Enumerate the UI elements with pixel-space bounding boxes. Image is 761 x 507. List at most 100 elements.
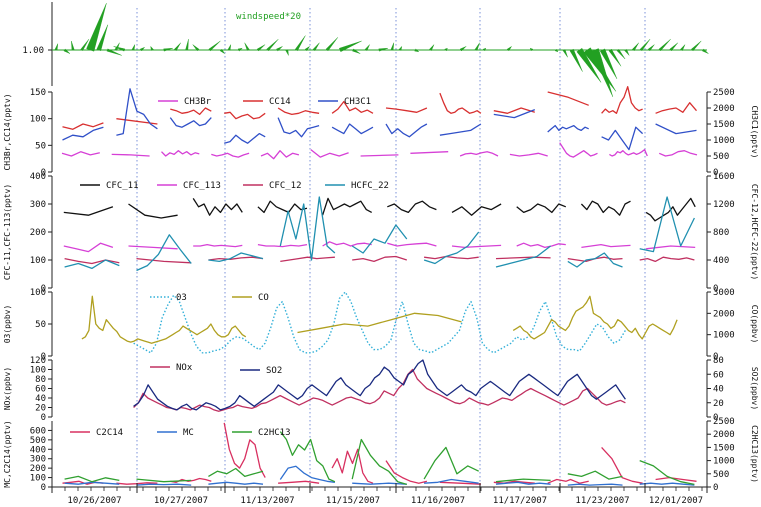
series-C2C14-segment (439, 481, 481, 485)
right-axis-label: SO2(ppbv) (750, 367, 759, 410)
series-CFC_113-segment (387, 242, 437, 247)
series-CO-segment (81, 295, 247, 344)
right-tick-label: 0 (713, 483, 718, 493)
legend-label-NOx: NOx (176, 363, 193, 373)
series-CH3Br-segment (609, 148, 648, 157)
series-C2HC13-segment (64, 475, 120, 483)
series-HCFC_22-segment (279, 196, 336, 261)
wind-barb (414, 48, 420, 53)
series-CFC_12-segment (280, 256, 335, 263)
wind-barb (599, 48, 618, 79)
series-CC14-segment (224, 111, 266, 120)
wind-barb (86, 3, 107, 52)
left-tick-label: 400 (30, 172, 46, 182)
left-tick-label: 150 (30, 88, 46, 98)
legend-label-C2HC13: C2HC13 (258, 428, 291, 438)
wind-barb (390, 42, 394, 51)
right-tick-label: 60 (713, 370, 724, 380)
series-C2C14-segment (547, 478, 589, 484)
wind-barb (219, 48, 225, 54)
series-CC14-segment (170, 107, 212, 116)
legend-label-CH3Br: CH3Br (184, 97, 212, 107)
wind-barb (63, 48, 71, 54)
left-tick-label: 0 (41, 284, 46, 294)
left-tick-label: 100 (30, 366, 46, 376)
wind-barb (185, 39, 189, 51)
series-MC-segment (495, 481, 551, 485)
series-CH3C1-segment (169, 117, 212, 128)
left-tick-label: 20 (35, 404, 46, 414)
series-CH3Br-segment (161, 150, 200, 157)
right-tick-label: 500 (713, 152, 729, 162)
series-CH3C1-segment (62, 126, 104, 141)
series-CC14-segment (385, 107, 428, 113)
series-CO-segment (297, 312, 462, 334)
wind-barb (80, 39, 90, 51)
series-C2C14-segment (493, 480, 535, 484)
series-C2C14-segment (331, 448, 374, 484)
series-CFC_11-segment (128, 203, 178, 219)
wind-label: windspeed*20 (236, 12, 301, 22)
right-tick-label: 0 (713, 284, 718, 294)
series-HCFC_22-segment (495, 245, 551, 268)
wind-barb (339, 40, 362, 53)
series-MC-segment (639, 482, 695, 486)
wind-barb (554, 48, 559, 53)
right-tick-label: 40 (713, 385, 724, 395)
right-tick-label: 1000 (713, 331, 735, 341)
wind-barb (325, 37, 338, 52)
series-CFC_11-segment (451, 203, 502, 216)
series-CC14-segment (655, 102, 697, 114)
wind-barb (647, 44, 655, 52)
right-tick-label: 0 (713, 352, 718, 362)
series-CFC_12-segment (495, 256, 551, 260)
series-CFC_113-segment (128, 245, 178, 250)
series-HCFC_22-segment (136, 234, 192, 272)
series-MC-segment (424, 478, 479, 484)
series-CH3C1-segment (385, 123, 428, 138)
series-C2HC13-segment (423, 446, 479, 480)
right-axis-label: C2HC13(pptv) (750, 425, 759, 483)
wind-barb (624, 49, 630, 56)
series-CH3C1-segment (331, 123, 374, 135)
wind-barb (113, 46, 126, 52)
wind-barb (71, 40, 75, 51)
wind-barb (482, 47, 487, 52)
wind-reference-label: 1.00 (22, 46, 44, 56)
date-label-5: 11/17/2007 (493, 496, 547, 506)
wind-barb (227, 44, 231, 51)
series-CC14-segment (277, 107, 320, 116)
left-tick-label: 40 (35, 394, 46, 404)
series-CFC_11-segment (580, 200, 631, 216)
wind-barb (163, 48, 173, 52)
series-CH3C1-segment (601, 126, 644, 151)
wind-barb (429, 44, 435, 51)
left-tick-label: 200 (30, 228, 46, 238)
right-tick-label: 2500 (713, 88, 735, 98)
day-separators (136, 8, 646, 486)
series-HCFC_22-segment (423, 231, 480, 265)
right-tick-label: 20 (713, 399, 724, 409)
series-CFC_11-segment (321, 197, 372, 216)
right-axis-label: CO(ppbv) (750, 305, 759, 344)
wind-barb (639, 39, 651, 52)
right-tick-label: 500 (713, 470, 729, 480)
series-MC-segment (567, 483, 623, 486)
series-CFC_113-segment (646, 245, 696, 250)
series-C2HC13-segment (136, 478, 192, 483)
wind-barb (139, 46, 146, 52)
legend-label-CC14: CC14 (269, 97, 291, 107)
series-CFC_11-segment (516, 203, 567, 214)
wind-barb (459, 46, 467, 52)
series-CFC_113-segment (581, 243, 631, 249)
series-CFC_12-segment (352, 255, 407, 263)
wind-barb (208, 40, 221, 52)
wind-barb (285, 49, 289, 56)
right-tick-label: 2500 (713, 417, 735, 427)
series-C2HC13-segment (351, 438, 407, 486)
series-HCFC_22-segment (567, 252, 623, 268)
wind-barb (266, 39, 279, 52)
series-C2HC13-segment (567, 470, 623, 480)
